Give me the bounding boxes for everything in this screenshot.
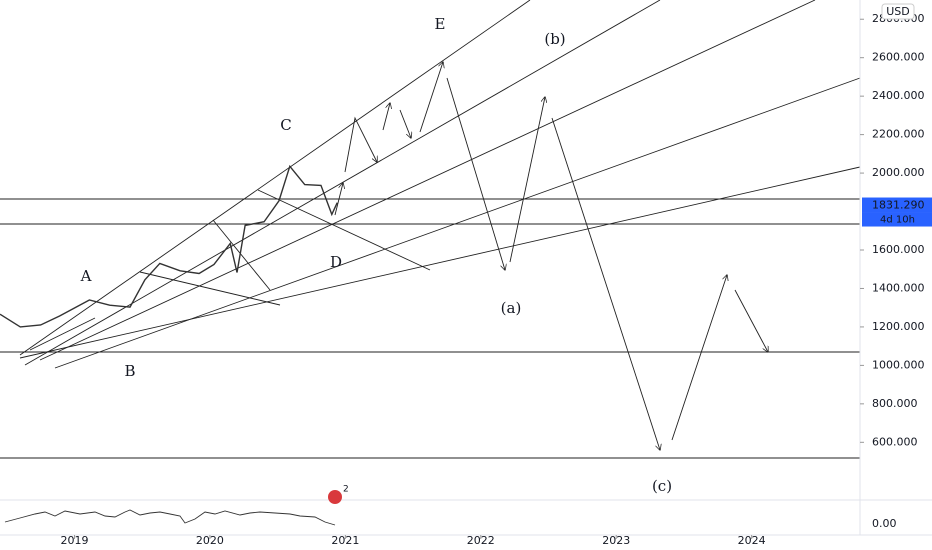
x-tick-label: 2022 [467, 534, 495, 547]
currency-badge [881, 3, 915, 20]
x-tick-label: 2019 [60, 534, 88, 547]
annotation: C [280, 116, 291, 134]
svg-text:2: 2 [343, 485, 349, 495]
annotation: (b) [544, 30, 565, 48]
y-tick-label: 2000.000 [872, 166, 925, 179]
annotation: B [124, 362, 135, 380]
y-tick-label: 2200.000 [872, 128, 925, 141]
logo: 2 [328, 485, 349, 504]
y-tick-label: 1000.000 [872, 358, 925, 371]
countdown-box [862, 212, 932, 227]
annotation: (c) [652, 477, 672, 495]
annotation: A [80, 267, 92, 285]
x-tick-label: 2020 [196, 534, 224, 547]
countdown: 4d 10h [880, 215, 915, 226]
last-price-box [862, 197, 932, 213]
y-tick-label: 1400.000 [872, 281, 925, 294]
annotation: (a) [501, 299, 522, 317]
y-tick-label: 1600.000 [872, 243, 925, 256]
y-tick-label: 600.000 [872, 435, 918, 448]
y-tick-label: 1200.000 [872, 320, 925, 333]
indicator-line [4, 509, 336, 526]
currency: USD [886, 5, 910, 18]
x-tick-label: 2024 [738, 534, 766, 547]
y-tick-label: 2400.000 [872, 89, 925, 102]
price-line [0, 164, 338, 328]
annotation: D [330, 253, 342, 271]
indicator-label: 0.00 [872, 517, 897, 530]
x-tick-label: 2021 [331, 534, 359, 547]
y-tick-label: 2600.000 [872, 51, 925, 64]
x-tick-label: 2023 [602, 534, 630, 547]
last-price: 1831.290 [872, 199, 925, 212]
y-tick-label: 800.000 [872, 397, 918, 410]
annotation: E [435, 15, 446, 33]
